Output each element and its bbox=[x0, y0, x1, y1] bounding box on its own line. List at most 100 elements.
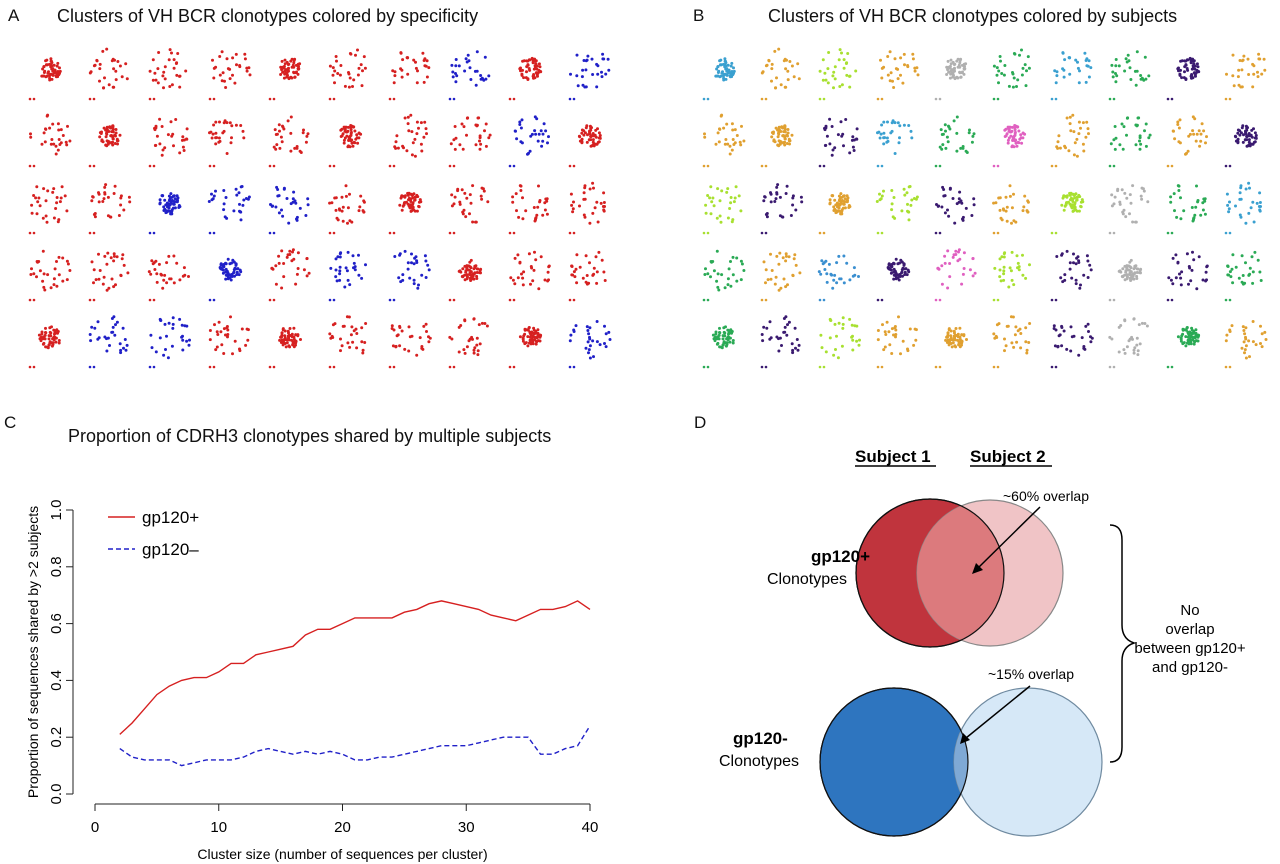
cluster-network bbox=[992, 124, 1027, 168]
cluster-network bbox=[148, 48, 188, 101]
cluster-network bbox=[208, 50, 252, 101]
cluster-network bbox=[448, 116, 492, 168]
gp120-neg-clonotypes-label: Clonotypes bbox=[719, 753, 799, 770]
brace-note-line-4: and gp120- bbox=[1152, 659, 1228, 676]
cluster-network bbox=[568, 124, 602, 168]
cluster-network bbox=[1050, 51, 1093, 101]
cluster-network bbox=[388, 322, 432, 369]
cluster-network bbox=[448, 317, 489, 369]
x-axis-label: Cluster size (number of sequences per cl… bbox=[197, 846, 487, 862]
cluster-network bbox=[992, 184, 1030, 235]
y-tick-label: 0.2 bbox=[48, 727, 65, 748]
gp120-pos-subject-1-outline bbox=[855, 498, 1005, 648]
cluster-network bbox=[760, 47, 801, 101]
cluster-network bbox=[1166, 115, 1208, 168]
cluster-network bbox=[1224, 181, 1262, 235]
cluster-network bbox=[1050, 322, 1094, 369]
gp120-pos-overlap-region bbox=[917, 500, 1004, 646]
cluster-network bbox=[328, 48, 367, 101]
cluster-network bbox=[508, 326, 543, 369]
x-tick-label: 40 bbox=[582, 819, 599, 836]
cluster-network bbox=[268, 326, 302, 369]
cluster-network bbox=[268, 57, 302, 101]
cluster-network bbox=[876, 119, 914, 168]
gp120-neg-overlap-arrow bbox=[965, 685, 1031, 739]
cluster-network bbox=[268, 185, 310, 235]
cluster-network bbox=[1050, 191, 1085, 235]
gp120-pos-clonotypes-label: Clonotypes bbox=[767, 571, 847, 588]
cluster-network bbox=[1108, 317, 1149, 369]
cluster-network bbox=[28, 113, 72, 168]
cluster-network bbox=[88, 47, 129, 101]
cluster-network bbox=[148, 316, 191, 369]
cluster-network bbox=[702, 113, 746, 168]
cluster-network bbox=[1108, 258, 1143, 302]
gp120-neg-overlap-label: ~15% overlap bbox=[988, 666, 1074, 682]
x-tick-label: 30 bbox=[458, 819, 475, 836]
cluster-network bbox=[508, 115, 550, 168]
cluster-network bbox=[448, 184, 490, 235]
cluster-network bbox=[702, 57, 736, 101]
gp120-pos-overlap-label: ~60% overlap bbox=[1003, 488, 1089, 504]
cluster-network bbox=[760, 124, 794, 168]
gp120-neg-subject-2-circle bbox=[953, 687, 1103, 837]
x-tick-label: 0 bbox=[91, 819, 99, 836]
panel-b-cluster-grid bbox=[702, 47, 1268, 369]
cluster-network bbox=[1166, 250, 1209, 302]
cluster-network bbox=[1224, 124, 1258, 168]
cluster-network bbox=[1224, 320, 1268, 369]
cluster-network bbox=[1166, 326, 1201, 369]
cluster-network bbox=[388, 113, 428, 168]
y-tick-label: 0.8 bbox=[48, 556, 65, 577]
cluster-network bbox=[208, 257, 243, 302]
y-tick-label: 1.0 bbox=[48, 500, 65, 521]
cluster-network bbox=[1166, 184, 1207, 235]
cluster-network bbox=[760, 183, 804, 235]
cluster-network bbox=[88, 251, 130, 302]
cluster-network bbox=[818, 48, 858, 101]
cluster-network bbox=[702, 185, 743, 235]
cluster-network bbox=[388, 249, 431, 302]
cluster-network bbox=[508, 184, 549, 235]
cluster-network bbox=[934, 185, 976, 235]
cluster-network bbox=[818, 117, 859, 168]
panel-c-letter: C bbox=[4, 413, 17, 432]
cluster-network bbox=[818, 192, 852, 235]
cluster-network bbox=[1050, 249, 1093, 302]
cluster-network bbox=[328, 184, 366, 235]
cluster-network bbox=[568, 52, 611, 101]
cluster-network bbox=[148, 192, 182, 235]
cluster-network bbox=[817, 254, 860, 302]
gp120-neg-label: gp120- bbox=[733, 729, 788, 748]
cluster-network bbox=[508, 250, 551, 302]
brace-note-line-3: between gp120+ bbox=[1134, 640, 1246, 657]
cluster-network bbox=[28, 249, 72, 302]
panel-a-title: Clusters of VH BCR clonotypes colored by… bbox=[57, 6, 479, 26]
brace-note-line-2: overlap bbox=[1165, 621, 1214, 638]
cluster-network bbox=[28, 185, 69, 235]
cluster-network bbox=[1224, 52, 1267, 101]
x-tick-label: 20 bbox=[334, 819, 351, 836]
y-tick-label: 0.6 bbox=[48, 613, 65, 634]
cluster-network bbox=[28, 325, 61, 369]
panel-a-letter: A bbox=[8, 6, 20, 25]
cluster-network bbox=[1224, 250, 1263, 302]
panel-a-cluster-grid bbox=[28, 47, 612, 369]
cluster-network bbox=[934, 57, 968, 101]
cluster-network bbox=[818, 316, 861, 369]
cluster-network bbox=[388, 191, 423, 235]
gp120-pos-overlap-arrowhead bbox=[972, 563, 983, 574]
cluster-network bbox=[207, 185, 251, 235]
line-chart: 0 10 20 30 40 0.0 0.2 0.4 0.6 0.8 1.0 Cluster size … bbox=[25, 500, 599, 862]
cluster-network bbox=[448, 50, 491, 101]
cluster-network bbox=[1108, 116, 1152, 168]
cluster-network bbox=[328, 315, 368, 369]
venn-diagram: Subject 1 Subject 2 gp120+ Clonotypes ~6… bbox=[719, 447, 1246, 837]
y-axis-label: Proportion of sequences shared by >2 sub… bbox=[25, 506, 41, 798]
y-tick-label: 0.4 bbox=[48, 670, 65, 691]
cluster-network bbox=[934, 248, 977, 302]
cluster-network bbox=[388, 51, 431, 101]
cluster-network bbox=[268, 115, 310, 168]
cluster-network bbox=[148, 117, 189, 168]
gp120-pos-overlap-arrow bbox=[977, 506, 1041, 569]
